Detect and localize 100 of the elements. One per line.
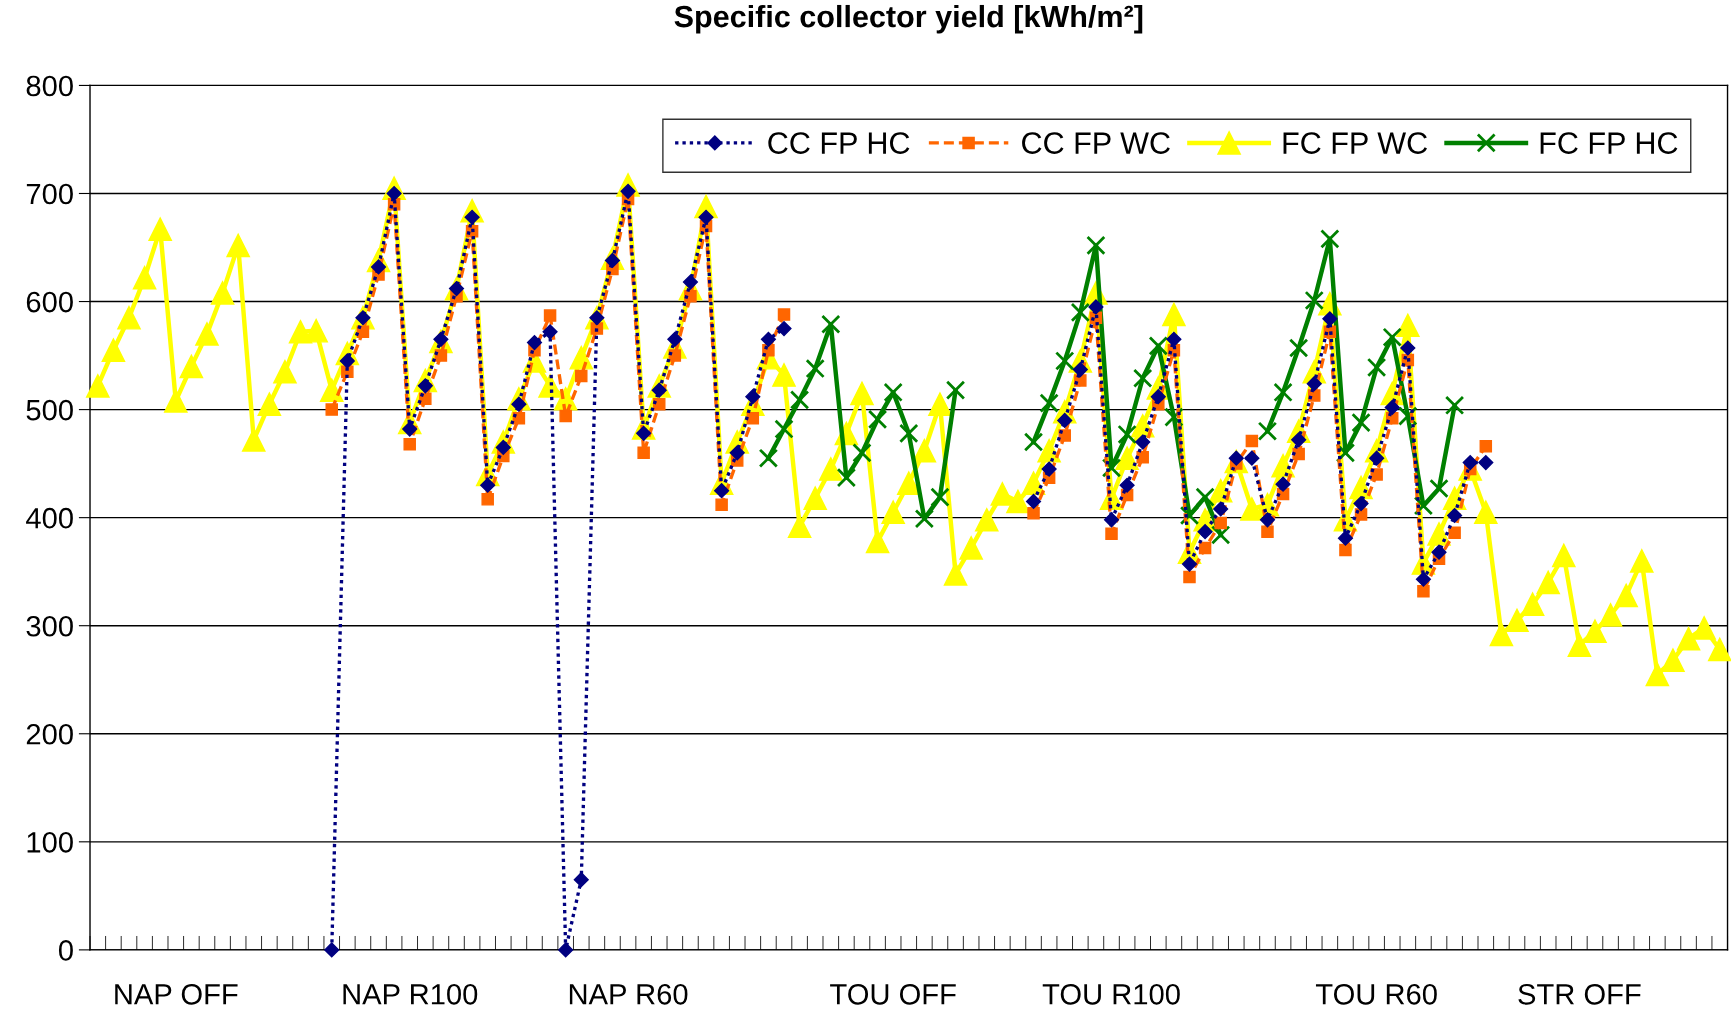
point	[434, 349, 448, 362]
point	[758, 448, 779, 468]
chart-title: Specific collector yield [kWh/m²]	[674, 4, 1143, 34]
y-tick-label: 800	[26, 75, 73, 97]
legend-label: FC FP HC	[1540, 132, 1678, 154]
x-tick-label: TOU R60	[1315, 983, 1437, 1005]
point	[1400, 340, 1416, 356]
point	[1072, 362, 1088, 378]
point	[1273, 382, 1293, 403]
point	[637, 446, 650, 460]
point	[481, 493, 494, 506]
point	[1370, 468, 1383, 481]
point	[1429, 478, 1449, 499]
point	[1275, 476, 1291, 492]
point	[1119, 477, 1135, 493]
point	[559, 409, 572, 423]
point	[777, 308, 791, 321]
x-tick-label: NAP OFF	[115, 983, 238, 1005]
x-tick-label: NAP R100	[343, 983, 478, 1005]
point	[852, 443, 872, 463]
point	[945, 380, 966, 400]
point	[1320, 229, 1340, 249]
y-tick-label: 200	[26, 723, 73, 745]
point	[1415, 571, 1432, 587]
point	[1195, 487, 1215, 507]
point	[1136, 450, 1149, 464]
point	[899, 423, 919, 444]
point	[789, 390, 810, 410]
point	[1322, 311, 1338, 327]
point	[1382, 327, 1402, 347]
point	[821, 314, 841, 334]
point	[1304, 290, 1324, 311]
point	[1025, 493, 1042, 510]
point	[1088, 299, 1104, 315]
point	[1135, 434, 1151, 450]
y-tick-label: 400	[26, 507, 73, 529]
point	[1431, 544, 1447, 560]
point	[325, 403, 338, 416]
point	[698, 209, 714, 225]
point	[1337, 530, 1354, 546]
point	[1213, 501, 1229, 517]
point	[1150, 389, 1166, 405]
point	[1070, 302, 1091, 323]
point	[543, 309, 557, 322]
point	[715, 498, 728, 511]
point	[1198, 541, 1212, 555]
point	[403, 437, 416, 451]
point	[1210, 525, 1231, 545]
point	[776, 320, 792, 337]
point	[1288, 338, 1309, 358]
point	[1292, 447, 1305, 461]
point	[1384, 399, 1400, 416]
point	[729, 445, 745, 461]
legend-label: FC FP WC	[1283, 132, 1428, 154]
point	[1027, 507, 1040, 520]
point	[1105, 527, 1118, 541]
point	[1103, 512, 1120, 528]
point	[1478, 454, 1494, 471]
point	[1351, 412, 1371, 433]
point	[324, 942, 340, 958]
point	[1257, 421, 1278, 441]
point	[558, 942, 574, 958]
point	[542, 324, 558, 340]
point	[867, 409, 888, 430]
point	[1353, 496, 1369, 512]
point	[575, 369, 588, 383]
legend-label: CC FP WC	[1022, 132, 1170, 154]
point	[930, 487, 950, 507]
x-tick-label: TOU OFF	[830, 983, 956, 1005]
point	[1183, 570, 1196, 584]
point	[1166, 331, 1182, 347]
point	[1245, 434, 1259, 448]
x-tick-label: STR OFF	[1518, 983, 1641, 1005]
point	[1148, 336, 1169, 356]
point	[1261, 525, 1274, 538]
x-tick-label: TOU R100	[1042, 983, 1180, 1005]
point	[1366, 357, 1387, 378]
point	[1023, 432, 1044, 452]
point	[1448, 526, 1461, 540]
point	[1197, 524, 1213, 540]
point	[1181, 556, 1198, 572]
y-tick-label: 600	[26, 291, 73, 313]
point	[526, 335, 543, 351]
point	[1132, 368, 1153, 388]
y-tick-label: 700	[26, 183, 73, 205]
y-tick-label: 100	[27, 832, 73, 853]
point	[1479, 440, 1493, 453]
point	[1055, 351, 1075, 371]
point	[914, 509, 935, 529]
point	[774, 419, 794, 439]
y-tick-label: 300	[26, 615, 73, 637]
point	[1039, 393, 1059, 413]
point	[1244, 450, 1260, 466]
point	[1291, 432, 1307, 448]
point	[1086, 235, 1106, 256]
point	[745, 389, 761, 405]
point	[1447, 507, 1463, 524]
point	[682, 274, 699, 290]
y-tick-label: 0	[58, 940, 73, 961]
legend-label: CC FP HC	[768, 132, 910, 154]
